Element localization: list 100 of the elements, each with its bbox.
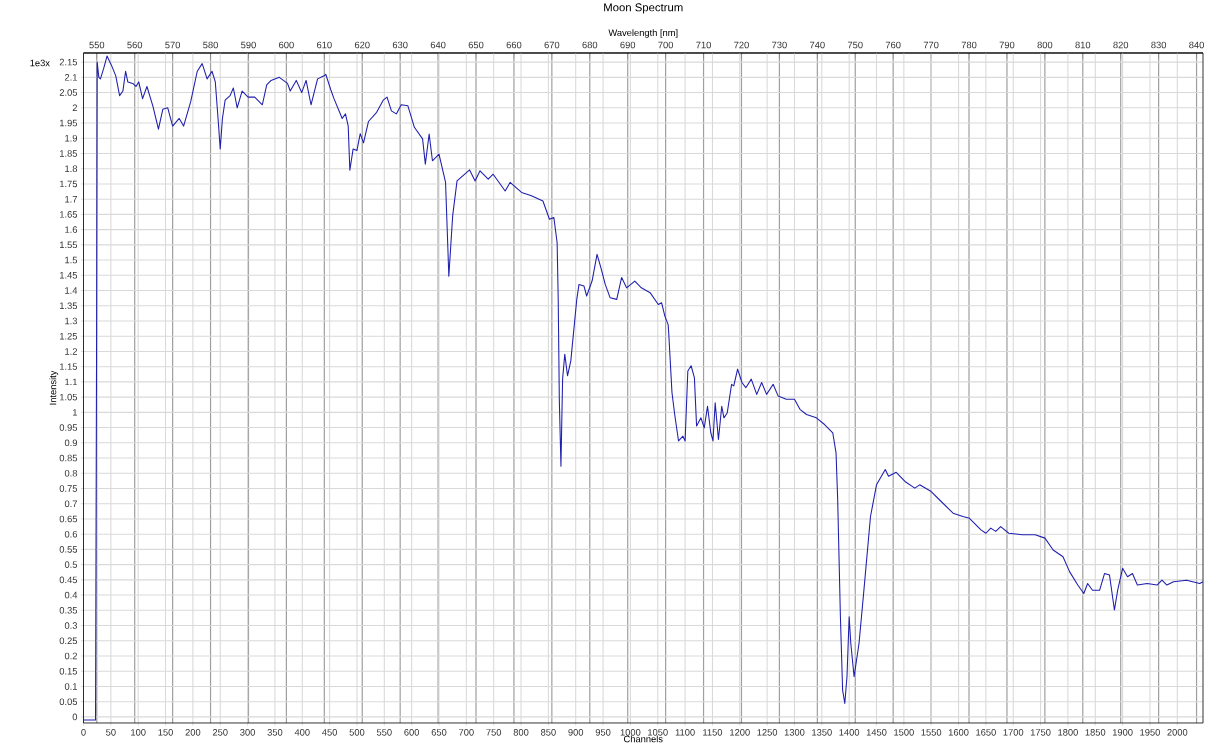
x-tick-label: 1600 [948, 729, 969, 736]
x-axis-title: Channels [624, 735, 663, 743]
x-tick-label: 400 [294, 729, 310, 736]
y-tick-label: 1.45 [60, 272, 78, 279]
y-tick-label: 1.9 [65, 134, 78, 142]
x-tick-label: 1900 [1112, 729, 1133, 736]
x2-tick-label: 800 [1037, 41, 1053, 49]
y-tick-label: 1.15 [60, 363, 78, 370]
y-tick-label: 2.05 [59, 89, 78, 96]
x-tick-label: 250 [212, 729, 228, 736]
y-tick-label: 0.7 [64, 500, 77, 508]
x-tick-label: 1300 [784, 729, 805, 736]
x-tick-label: 150 [158, 729, 173, 736]
x-tick-label: 1850 [1085, 729, 1106, 736]
chart-title: Moon Spectrum [604, 3, 683, 14]
x2-tick-label: 570 [165, 41, 181, 49]
y-tick-label: 0.05 [59, 698, 78, 705]
x2-tick-label: 580 [203, 41, 218, 49]
y-tick-label: 1.95 [60, 119, 78, 127]
y-tick-label: 1.1 [65, 378, 77, 386]
y-tick-label: 0.8 [64, 469, 78, 477]
y-tick-label: 0.9 [64, 439, 78, 447]
x2-tick-label: 720 [734, 41, 749, 49]
y-tick-label: 1 [72, 409, 77, 416]
x-tick-label: 750 [486, 729, 502, 736]
x2-tick-label: 710 [696, 41, 711, 49]
x-tick-label: 950 [595, 729, 611, 736]
x-tick-label: 100 [131, 729, 146, 736]
x2-tick-label: 820 [1113, 41, 1129, 49]
x2-tick-label: 620 [354, 41, 370, 49]
y-tick-label: 0.1 [64, 683, 77, 690]
x-tick-label: 1200 [730, 729, 750, 736]
x2-tick-label: 630 [392, 41, 408, 49]
x-tick-label: 1800 [1058, 729, 1078, 736]
text: 1e3x [30, 59, 50, 67]
x2-tick-label: 810 [1075, 41, 1091, 49]
x-tick-label: 850 [540, 729, 556, 736]
x-tick-label: 1950 [1140, 729, 1160, 736]
y-tick-label: 2.1 [64, 74, 77, 81]
x-tick-label: 200 [185, 729, 201, 736]
y-tick-label: 0.6 [64, 530, 78, 538]
x-tick-label: 1450 [866, 729, 887, 736]
y-axis-title: Intensity [49, 370, 59, 405]
y-tick-label: 0.5 [64, 561, 78, 568]
y-tick-label: 1.35 [60, 302, 78, 310]
x2-tick-label: 830 [1151, 41, 1167, 49]
x2-tick-label: 640 [430, 41, 446, 49]
y-tick-label: 0 [72, 713, 78, 721]
y-tick-label: 0.25 [59, 637, 78, 645]
y-tick-label: 0.35 [59, 607, 78, 614]
y-tick-label: 1.55 [60, 241, 78, 249]
x2-axis-title: Wavelength [nm] [608, 29, 678, 38]
y-tick-label: 1.4 [65, 287, 78, 294]
x2-tick-label: 670 [544, 41, 560, 49]
line-series [83, 55, 1204, 721]
x-tick-label: 50 [106, 729, 116, 736]
x2-tick-label: 700 [658, 41, 674, 49]
y-tick-label: 0.65 [59, 515, 78, 523]
x-tick-label: 1350 [812, 729, 832, 736]
x-tick-label: 600 [404, 729, 420, 736]
y-tick-label: 1.05 [60, 393, 78, 401]
y-tick-label: 0.15 [59, 667, 78, 675]
x-tick-label: 1400 [839, 729, 860, 736]
x-tick-label: 450 [322, 729, 338, 736]
x2-tick-label: 590 [241, 41, 256, 49]
x2-tick-label: 610 [317, 41, 332, 49]
y-tick-label: 0.4 [64, 591, 78, 599]
y-tick-label: 1.5 [65, 256, 78, 264]
y-tick-label: 0.75 [59, 485, 78, 492]
x2-tick-label: 780 [961, 41, 977, 49]
x-tick-label: 1700 [1003, 729, 1024, 736]
x2-tick-label: 660 [506, 41, 522, 49]
x-tick-label: 1550 [921, 729, 942, 736]
y-tick-label: 1.75 [60, 180, 78, 188]
x-tick-label: 350 [267, 729, 283, 736]
x-tick-label: 1750 [1030, 729, 1051, 736]
y-tick-label: 1.65 [60, 211, 78, 218]
x-tick-label: 800 [513, 729, 529, 736]
y-tick-label: 0.85 [59, 454, 78, 462]
x2-tick-label: 550 [89, 41, 105, 49]
x-tick-label: 1250 [757, 729, 778, 736]
x-tick-label: 1650 [976, 729, 996, 736]
x-tick-label: 550 [376, 729, 392, 736]
y-tick-label: 1.6 [65, 226, 78, 233]
x2-tick-label: 560 [127, 41, 143, 49]
x-tick-label: 1500 [894, 729, 914, 736]
y-tick-label: 1.8 [65, 165, 78, 173]
x2-tick-label: 650 [468, 41, 484, 49]
x-tick-label: 300 [240, 729, 255, 736]
x-tick-label: 650 [431, 729, 447, 736]
x2-tick-label: 790 [999, 41, 1015, 49]
y-tick-label: 1.3 [65, 317, 78, 325]
y-tick-label: 1.25 [60, 332, 78, 340]
x2-tick-label: 600 [279, 41, 294, 49]
y-tick-label: 1.85 [60, 150, 78, 157]
x2-tick-label: 770 [923, 41, 939, 49]
x-tick-label: 900 [568, 729, 584, 736]
x2-tick-label: 680 [582, 41, 598, 49]
x-tick-label: 700 [459, 729, 474, 736]
x-tick-label: 0 [81, 729, 86, 736]
